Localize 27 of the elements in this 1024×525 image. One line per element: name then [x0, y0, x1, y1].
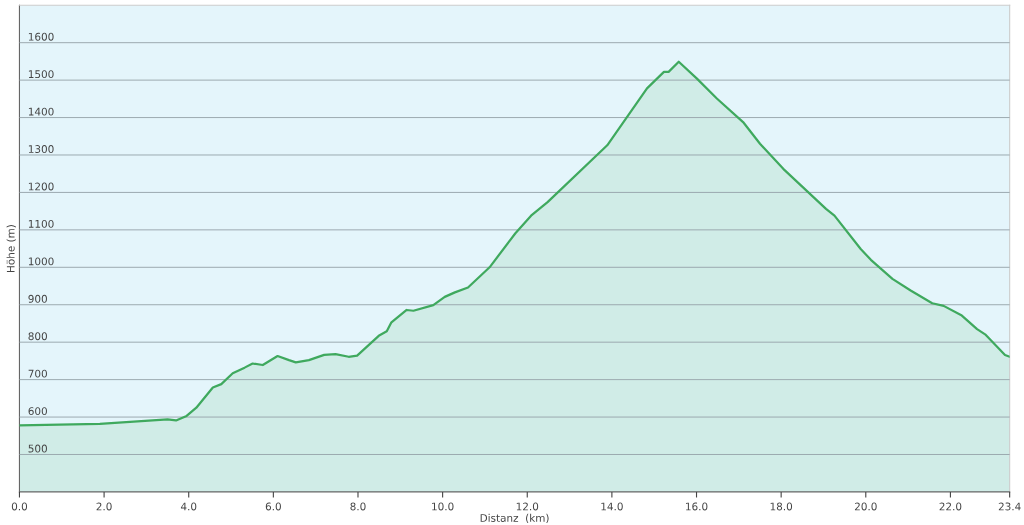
- x-tick-label: 22.0: [939, 502, 962, 511]
- y-tick-label: 1000: [28, 257, 54, 266]
- x-tick-label: 20.0: [854, 502, 877, 511]
- y-axis-title: Höhe (m): [6, 225, 16, 272]
- x-tick-label: 12.0: [516, 502, 539, 511]
- x-tick-label: 2.0: [96, 502, 112, 511]
- x-tick-label: 18.0: [770, 502, 793, 511]
- y-tick-label: 800: [28, 332, 47, 341]
- y-tick-label: 600: [28, 407, 47, 416]
- y-tick-label: 500: [28, 444, 47, 453]
- y-tick-label: 1600: [28, 32, 54, 41]
- x-tick-label: 6.0: [265, 502, 281, 511]
- x-tick-label: 0.0: [11, 502, 28, 511]
- x-tick-label: 4.0: [180, 502, 197, 511]
- y-tick-label: 900: [28, 294, 47, 303]
- y-tick-label: 1300: [28, 145, 54, 153]
- x-tick-label: 16.0: [686, 502, 708, 511]
- x-tick-label: 10.0: [432, 502, 454, 511]
- x-tick-label: 23.4: [998, 502, 1021, 511]
- y-tick-label: 1500: [28, 70, 54, 79]
- y-tick-label: 700: [28, 369, 47, 378]
- x-axis-title: Distanz (km): [480, 513, 549, 524]
- x-tick-label: 8.0: [350, 502, 366, 511]
- y-tick-label: 1400: [28, 107, 54, 116]
- y-tick-label: 1100: [28, 219, 54, 228]
- y-tick-label: 1200: [28, 182, 54, 191]
- x-tick-label: 14.0: [601, 502, 623, 511]
